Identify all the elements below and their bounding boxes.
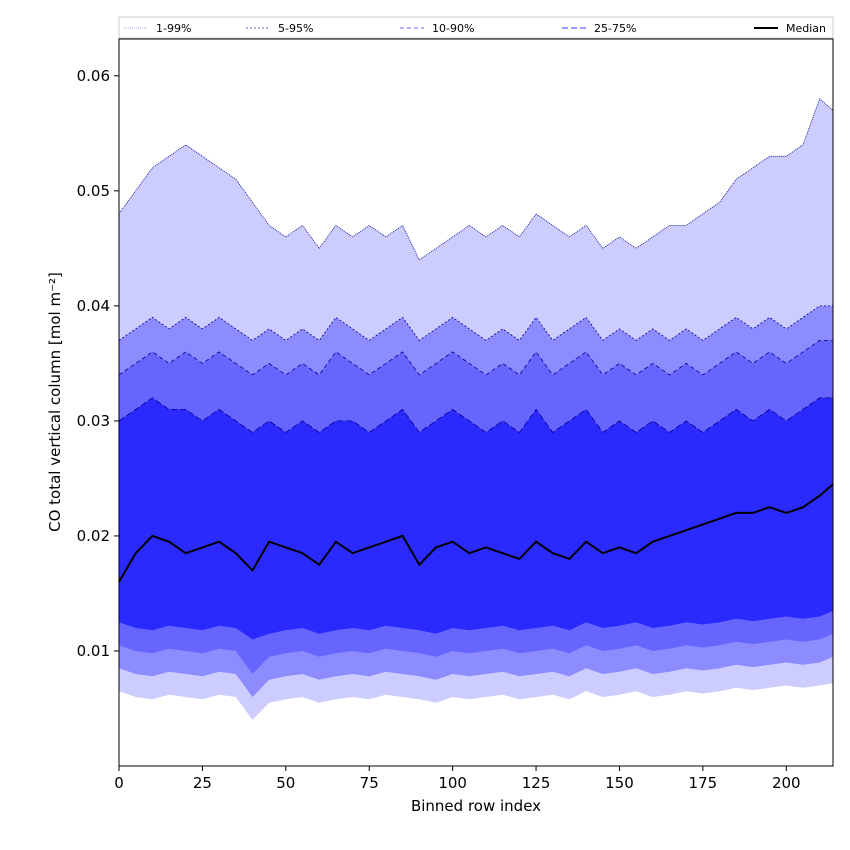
x-tick-label: 175 [689,774,718,792]
y-axis: 0.01 0.02 0.03 0.04 0.05 0.06 [77,67,119,660]
percentile-band-edges [118,98,834,433]
legend-label: Median [786,22,826,35]
legend-box [118,16,834,39]
x-axis: 0 25 50 75 100 125 150 175 200 [114,766,801,792]
band-upper-edge-5-95% [118,305,833,341]
y-tick-label: 0.06 [77,67,110,85]
x-tick-label: 100 [438,774,467,792]
legend-label: 25-75% [594,22,636,35]
y-tick-label: 0.04 [77,297,110,315]
y-tick-label: 0.02 [77,527,110,545]
y-tick-label: 0.01 [77,642,110,660]
legend: 1-99% 5-95% 10-90% 25-75% Median [118,16,834,39]
x-tick-label: 125 [522,774,551,792]
y-tick-label: 0.05 [77,182,110,200]
legend-label: 10-90% [432,22,474,35]
median-line [118,483,834,583]
legend-label: 5-95% [278,22,313,35]
x-tick-label: 50 [276,774,295,792]
legend-label: 1-99% [156,22,191,35]
x-tick-label: 75 [360,774,379,792]
x-tick-label: 25 [193,774,212,792]
y-axis-label: CO total vertical column [mol m⁻²] [46,272,64,532]
x-tick-label: 150 [605,774,634,792]
band-upper-edge-25-75% [118,397,833,433]
x-tick-label: 200 [772,774,801,792]
x-tick-label: 0 [114,774,124,792]
band-upper-edge-1-99% [118,98,834,261]
plot-frame [118,38,834,767]
x-axis-label: Binned row index [411,797,541,815]
y-tick-label: 0.03 [77,412,110,430]
band-upper-edge-10-90% [118,340,833,376]
band-25-75% [119,397,833,640]
percentile-bands [119,98,833,721]
